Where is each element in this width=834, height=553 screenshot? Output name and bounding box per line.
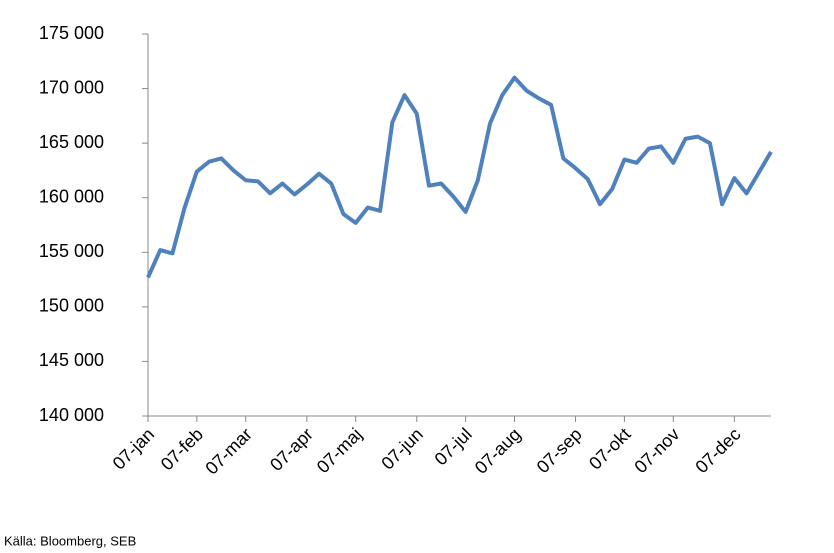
x-tick-label: 07-feb: [157, 424, 207, 474]
y-tick-label: 150 000: [39, 296, 104, 316]
y-tick-label: 140 000: [39, 405, 104, 425]
x-tick-label: 07-apr: [266, 424, 317, 475]
data-line: [146, 75, 773, 279]
x-tick-label: 07-jun: [377, 424, 427, 474]
y-tick-label: 175 000: [39, 23, 104, 43]
y-tick-label: 165 000: [39, 132, 104, 152]
y-tick-label: 170 000: [39, 77, 104, 97]
x-tick-label: 07-maj: [313, 424, 366, 477]
x-tick-label: 07-okt: [585, 424, 635, 474]
y-tick-label: 155 000: [39, 241, 104, 261]
y-tick-label: 145 000: [39, 350, 104, 370]
x-tick-label: 07-sep: [533, 424, 586, 477]
source-note: Källa: Bloomberg, SEB: [4, 533, 136, 548]
x-tick-label: 07-dec: [691, 424, 744, 477]
y-tick-label: 160 000: [39, 186, 104, 206]
x-tick-label: 07-jul: [431, 424, 476, 469]
x-tick-label: 07-nov: [630, 424, 683, 477]
x-tick-label: 07-aug: [471, 424, 525, 478]
x-tick-label: 07-mar: [201, 424, 255, 478]
x-tick-label: 07-jan: [109, 424, 159, 474]
